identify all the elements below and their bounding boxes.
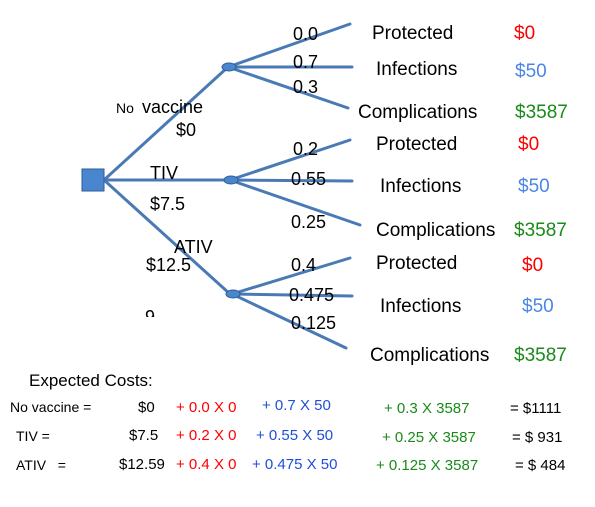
prob-nv-protected: 0.0 [293, 24, 319, 44]
outcome-complications-cost: $3587 [514, 220, 567, 241]
branch-nv-complications [226, 65, 350, 110]
prob-nv-infections: 0.7 [293, 52, 319, 72]
outcome-protected-cost: $0 [514, 23, 536, 44]
prob-tiv-infections: 0.55 [291, 169, 327, 189]
expected-row-infections-term-tiv: + 0.55 X 50 [256, 427, 334, 444]
chance-node-ativ [225, 289, 241, 299]
expected-row-label-ativ: ATIV = [16, 457, 66, 473]
outcome-infections-cost: $50 [515, 61, 547, 82]
branch-ativ [102, 178, 232, 296]
chance-node-no-vaccine [221, 62, 237, 72]
expected-row-base-ativ: $12.59 [119, 456, 165, 473]
arm-label-tiv: TIV [150, 163, 179, 183]
decision-node [81, 168, 105, 192]
outcome-infections-label: Infections [376, 59, 458, 80]
prob-tiv-complications: 0.25 [291, 212, 327, 232]
outcome-protected-label: Protected [372, 23, 454, 44]
outcome-protected-cost: $0 [522, 255, 544, 276]
arm-cost-tiv: $7.5 [150, 194, 186, 214]
prob-ativ-protected: 0.4 [291, 255, 317, 275]
expected-row-complications-term-no-vaccine: + 0.3 X 3587 [384, 400, 470, 417]
outcome-infections-cost: $50 [522, 296, 554, 317]
outcome-complications-cost: $3587 [514, 345, 567, 366]
expected-row-protected-term-ativ: + 0.4 X 0 [176, 456, 237, 473]
outcome-infections-label: Infections [380, 176, 462, 197]
expected-row-result-no-vaccine: = $1111 [510, 400, 562, 417]
branch-tiv-protected [228, 138, 352, 182]
arm-label-prefix-no-vaccine: No [116, 100, 134, 116]
outcome-complications-label: Complications [376, 220, 496, 241]
arm-cost-ativ: $12.5 [146, 255, 192, 275]
expected-row-protected-term-tiv: + 0.2 X 0 [176, 427, 237, 444]
branch-no-vaccine [102, 65, 230, 182]
expected-row-base-no-vaccine: $0 [138, 399, 155, 416]
outcome-complications-cost: $3587 [515, 102, 568, 123]
expected-row-result-tiv: = $ 931 [512, 429, 563, 446]
outcome-protected-label: Protected [376, 134, 458, 155]
expected-row-infections-term-ativ: + 0.475 X 50 [252, 456, 338, 473]
prob-ativ-complications: 0.125 [291, 313, 337, 333]
arm-label-suffix-no-vaccine: vaccine [142, 97, 204, 117]
expected-row-result-ativ: = $ 484 [515, 457, 566, 474]
chance-node-tiv [223, 175, 239, 185]
expected-row-complications-term-tiv: + 0.25 X 3587 [382, 429, 476, 446]
branch-ativ-complications [230, 292, 348, 350]
expected-row-label-no-vaccine: No vaccine = [10, 399, 92, 415]
outcome-protected-cost: $0 [518, 134, 540, 155]
expected-row-base-tiv: $7.5 [129, 427, 159, 444]
outcome-complications-label: Complications [358, 102, 478, 123]
expected-row-protected-term-no-vaccine: + 0.0 X 0 [176, 399, 237, 416]
prob-tiv-protected: 0.2 [293, 139, 319, 159]
arm-cost-no-vaccine: $0 [176, 120, 197, 140]
branch-tiv-complications [228, 178, 362, 227]
expected-row-complications-term-ativ: + 0.125 X 3587 [376, 457, 479, 474]
arm-cost-ativ-fragment: 9 [145, 308, 155, 317]
branch-nv-protected [226, 22, 352, 69]
outcome-infections-cost: $50 [518, 176, 550, 197]
branch-ativ-protected [230, 256, 352, 296]
prob-nv-complications: 0.3 [293, 77, 319, 97]
branch-tiv-infections [228, 178, 354, 183]
arm-label-ativ: ATIV [174, 237, 213, 257]
outcome-infections-label: Infections [380, 296, 462, 317]
expected-costs-title: Expected Costs: [29, 371, 153, 390]
expected-row-label-tiv: TIV = [16, 428, 50, 444]
branch-ativ-infections [230, 292, 354, 298]
expected-row-infections-term-no-vaccine: + 0.7 X 50 [262, 397, 331, 414]
prob-ativ-infections: 0.475 [289, 285, 335, 305]
outcome-complications-label: Complications [370, 345, 490, 366]
outcome-protected-label: Protected [376, 253, 458, 274]
